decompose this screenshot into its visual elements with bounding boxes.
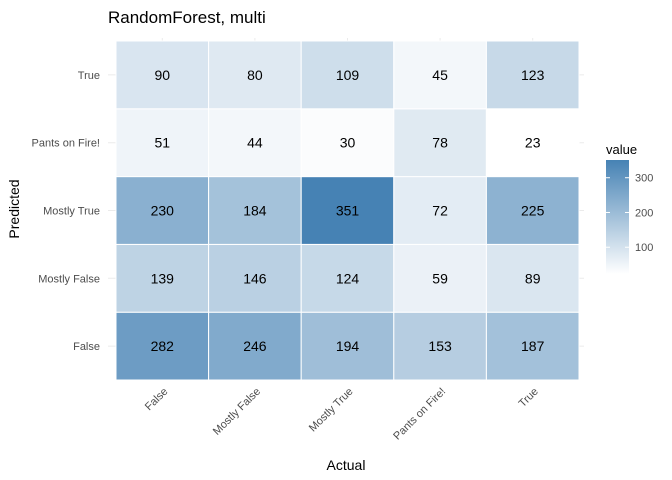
cell-value-label: 80 — [247, 67, 263, 83]
chart-title: RandomForest, multi — [108, 8, 266, 27]
cell-value-label: 194 — [336, 338, 360, 354]
cell-value-label: 246 — [243, 338, 267, 354]
cell-value-label: 187 — [521, 338, 545, 354]
heatmap-cell — [393, 243, 487, 313]
cell-value-label: 23 — [525, 135, 541, 151]
heatmap-cell — [485, 40, 580, 110]
cell-value-label: 72 — [432, 203, 448, 219]
x-tick-label: Mostly False — [211, 386, 263, 438]
cell-value-label: 59 — [432, 270, 448, 286]
heatmap-cell — [115, 176, 210, 245]
y-tick-label: Pants on Fire! — [32, 138, 100, 150]
heatmap-cell — [115, 243, 210, 313]
cell-value-label: 44 — [247, 135, 263, 151]
heatmap-cell — [115, 108, 210, 178]
cell-value-label: 124 — [336, 270, 360, 286]
cell-value-label: 146 — [243, 270, 267, 286]
heatmap-cell — [300, 40, 395, 110]
cell-value-label: 230 — [151, 203, 175, 219]
cell-value-label: 30 — [340, 135, 356, 151]
x-axis-label: Actual — [327, 457, 366, 473]
cell-value-label: 51 — [155, 135, 171, 151]
cell-value-label: 123 — [521, 67, 545, 83]
cell-value-label: 184 — [243, 203, 267, 219]
cell-value-label: 153 — [428, 338, 452, 354]
y-tick-label: True — [78, 70, 100, 82]
heatmap-cell — [115, 40, 210, 110]
x-tick-label: False — [143, 386, 171, 414]
legend-title: value — [606, 142, 637, 157]
x-tick-label: True — [517, 386, 541, 410]
color-legend: value 100 200 300 — [606, 142, 653, 274]
heatmap-cell — [208, 311, 302, 381]
heatmap-cell — [300, 243, 395, 313]
heatmap-cell — [393, 40, 487, 110]
heatmap-cell — [393, 311, 487, 381]
cell-value-label: 139 — [151, 270, 175, 286]
cell-value-label: 90 — [155, 67, 171, 83]
cell-value-label: 78 — [432, 135, 448, 151]
cell-value-label: 351 — [336, 203, 360, 219]
y-axis-label: Predicted — [6, 179, 22, 238]
legend-tick-label: 100 — [635, 242, 653, 254]
cell-value-label: 45 — [432, 67, 448, 83]
heatmap-cell — [208, 176, 302, 245]
legend-tick-label: 200 — [635, 207, 653, 219]
heatmap-cell — [208, 108, 302, 178]
x-axis-tick-labels: False Mostly False Mostly True Pants on Fir… — [143, 386, 541, 443]
heatmap-cell — [485, 108, 580, 178]
cell-value-label: 225 — [521, 203, 545, 219]
y-tick-label: False — [73, 341, 100, 353]
x-tick-label: Mostly True — [307, 386, 356, 435]
y-axis-tick-labels: False Mostly False Mostly True Pants on Fir… — [32, 70, 100, 353]
cell-value-label: 89 — [525, 270, 541, 286]
y-tick-label: Mostly False — [38, 273, 100, 285]
heatmap-cell — [208, 243, 302, 313]
legend-tick-label: 300 — [635, 173, 653, 185]
heatmap-cell — [300, 176, 395, 245]
y-tick-label: Mostly True — [43, 206, 100, 218]
legend-ticks: 100 200 300 — [606, 173, 653, 254]
x-tick-label: Pants on Fire! — [391, 386, 448, 443]
cell-value-label: 109 — [336, 67, 360, 83]
cell-value-label: 282 — [151, 338, 175, 354]
heatmap-cells — [115, 40, 580, 381]
heatmap-cell — [485, 311, 580, 381]
legend-colorbar — [606, 160, 629, 274]
heatmap-cell-labels: 282 246 194 153 187 139 146 124 59 89 230 184 351 72 2… — [151, 67, 545, 354]
heatmap-cell — [485, 243, 580, 313]
heatmap-cell — [300, 311, 395, 381]
